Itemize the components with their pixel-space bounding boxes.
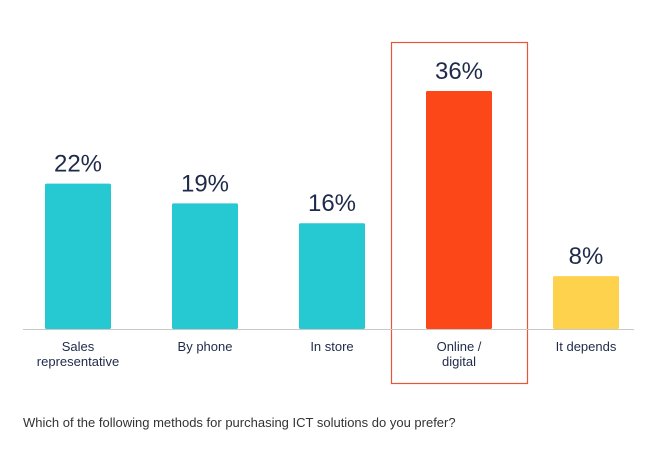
- value-label: 8%: [569, 243, 604, 270]
- category-label: Online / digital: [437, 339, 482, 369]
- bar: [45, 183, 111, 329]
- bar: [172, 203, 238, 329]
- caption: Which of the following methods for purch…: [23, 415, 456, 430]
- category-label: By phone: [178, 339, 233, 354]
- category-label: It depends: [556, 339, 617, 354]
- category-label: Sales representative: [37, 339, 119, 369]
- value-label: 36%: [435, 58, 483, 85]
- highlight-box: [390, 41, 529, 385]
- category-label: In store: [310, 339, 353, 354]
- value-label: 22%: [54, 151, 102, 178]
- bar: [299, 223, 365, 329]
- bar: [553, 276, 619, 329]
- value-label: 19%: [181, 170, 229, 197]
- value-label: 16%: [308, 190, 356, 217]
- bar: [426, 91, 492, 329]
